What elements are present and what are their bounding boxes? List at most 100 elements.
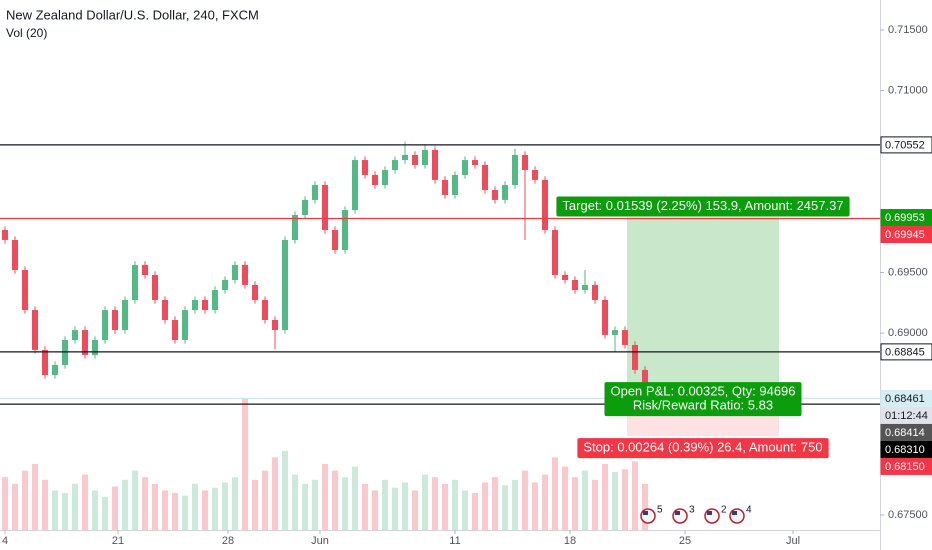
y-tick-label: 0.69500 [888,266,928,278]
volume-bar [352,466,358,530]
volume-bar [582,470,588,530]
volume-bar [242,398,248,530]
candle-body [312,185,318,200]
y-tick-label: 0.67500 [888,509,928,521]
volume-bar [22,470,28,530]
candle-body [32,310,38,350]
volume-bar [422,474,428,530]
candle-body [532,169,538,180]
volume-bar [542,474,548,530]
pnl-label-text: Open P&L: 0.00325, Qty: 94696 [610,384,795,399]
candle-body [22,270,28,311]
volume-bar [492,477,498,530]
candle-body [472,160,478,166]
candle-body [382,169,388,186]
candle-body [572,279,578,291]
event-count: 5 [657,505,663,516]
candle-body [152,275,158,300]
candle-body [482,165,488,191]
stop-label-text: Stop: 0.00264 (0.39%) 26.4, Amount: 750 [583,440,822,455]
volume-bar [122,479,128,530]
price-tag [880,389,932,407]
x-tick-label: Jun [311,535,329,547]
candle-body [252,284,258,300]
price-tag-label: 0.69953 [885,212,925,224]
candle-body [282,239,288,331]
volume-bar [152,483,158,530]
candle-body [52,364,58,376]
price-tag [880,209,932,227]
price-tag-label: 0.68461 [885,393,925,405]
volume-legend: Vol (20) [6,26,47,40]
candle-body [342,210,348,251]
candle-body [362,160,368,175]
volume-bar [102,497,108,530]
volume-bar [432,477,438,530]
candle-body [142,264,148,276]
candle-body [272,319,278,331]
x-tick-label: 25 [679,535,691,547]
y-tick-label: 0.69000 [888,327,928,339]
event-count: 3 [689,505,695,516]
candle-body [162,299,168,320]
volume-bar [372,490,378,530]
candle-body [392,160,398,170]
x-tick-label: 11 [449,535,460,547]
candle-body [582,284,588,291]
candle-body [332,230,338,251]
price-tag [880,226,932,244]
volume-bar [642,483,648,530]
volume-bar [142,477,148,530]
event-count: 4 [746,505,752,516]
volume-bar [262,470,268,530]
volume-bar [342,477,348,530]
volume-bar [482,482,488,530]
volume-bar [382,479,388,530]
candle-body [122,299,128,331]
candle-body [192,299,198,311]
volume-bar [72,483,78,530]
price-tag [880,423,932,441]
candle-body [102,310,108,340]
x-tick-label: 18 [564,535,576,547]
volume-bar [162,490,168,530]
volume-bar [362,483,368,530]
candle-body [512,154,518,186]
target-label-box [556,196,850,217]
candle-body [552,230,558,276]
volume-bar [12,483,18,530]
volume-bar [272,457,278,530]
candle-body [322,185,328,231]
x-tick-label: 21 [112,535,124,547]
volume-bar [232,477,238,530]
candle-body [452,174,458,195]
candle-body [212,290,218,311]
price-tag-label: 0.68414 [885,427,925,439]
volume-bar [282,450,288,530]
volume-bar [172,493,178,530]
candle-body [442,179,448,195]
volume-bar [552,457,558,530]
candle-body [432,149,438,180]
volume-bar [292,474,298,530]
event-flag-canton [732,511,737,515]
candle-body [412,154,418,166]
x-tick-label: 28 [222,535,234,547]
volume-bar [472,493,478,530]
candle-body [592,284,598,300]
volume-bar [522,470,528,530]
pnl-label: Open P&L: 0.00325, Qty: 94696Risk/Reward… [604,382,802,417]
candle-body [42,349,48,376]
candle-body [612,330,618,335]
candle-body [522,154,528,170]
x-tick-label: Jul [786,535,800,547]
volume-bar [92,490,98,530]
candle-body [2,230,8,240]
candle-body [492,190,498,200]
x-tick-label: 4 [2,535,8,547]
volume-bar [302,483,308,530]
volume-bar [182,495,188,530]
volume-bar [442,483,448,530]
